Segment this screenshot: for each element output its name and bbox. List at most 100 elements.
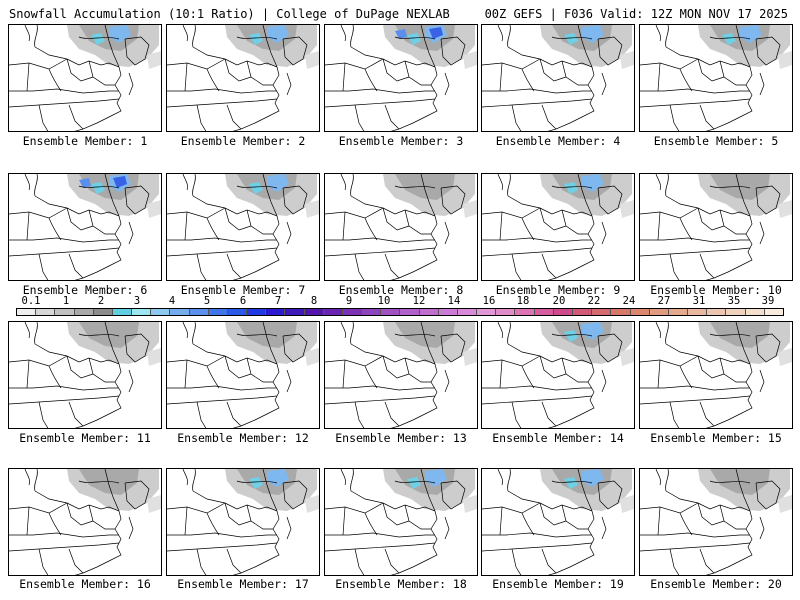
- state-boundary-map-icon: [167, 469, 319, 575]
- ensemble-member-label: Ensemble Member: 11: [19, 431, 151, 445]
- colorbar-tick-label: 18: [516, 295, 530, 307]
- state-boundary-map-icon: [482, 25, 634, 131]
- state-boundary-map-icon: [325, 174, 477, 280]
- ensemble-panel-1: [8, 24, 162, 132]
- ensemble-member-label: Ensemble Member: 5: [653, 134, 779, 148]
- ensemble-panel-15: [639, 321, 793, 429]
- state-boundary-map-icon: [9, 174, 161, 280]
- colorbar-segment: [381, 309, 401, 315]
- colorbar-tick-label: 9: [345, 295, 353, 307]
- colorbar-segment: [74, 309, 94, 315]
- colorbar-segment: [764, 309, 783, 315]
- ensemble-panel-11: [8, 321, 162, 429]
- ensemble-member-label: Ensemble Member: 13: [335, 431, 467, 445]
- colorbar-segment: [457, 309, 478, 315]
- ensemble-member-label: Ensemble Member: 12: [177, 431, 309, 445]
- state-boundary-map-icon: [482, 174, 634, 280]
- colorbar-segment: [208, 309, 228, 315]
- colorbar-segment: [688, 309, 708, 315]
- colorbar-segment: [93, 309, 113, 315]
- state-boundary-map-icon: [9, 322, 161, 428]
- ensemble-member-label: Ensemble Member: 20: [650, 577, 782, 591]
- colorbar-segment: [400, 309, 420, 315]
- ensemble-panel-17: [166, 468, 320, 576]
- colorbar-segment: [247, 309, 267, 315]
- colorbar-segment: [112, 309, 133, 315]
- colorbar-tick-label: 14: [447, 295, 461, 307]
- colorbar-segment: [438, 309, 458, 315]
- colorbar-segment: [151, 309, 171, 315]
- ensemble-member-label: Ensemble Member: 4: [495, 134, 621, 148]
- colorbar-segment: [630, 309, 650, 315]
- ensemble-panel-14: [481, 321, 635, 429]
- chart-title: Snowfall Accumulation (10:1 Ratio) | Col…: [9, 7, 450, 21]
- colorbar-segment: [170, 309, 190, 315]
- colorbar-tick-label: 31: [692, 295, 706, 307]
- colorbar-segment: [55, 309, 75, 315]
- ensemble-panel-3: [324, 24, 478, 132]
- ensemble-member-label: Ensemble Member: 19: [492, 577, 624, 591]
- ensemble-panel-10: [639, 173, 793, 281]
- colorbar-tick-label: 12: [412, 295, 426, 307]
- ensemble-member-label: Ensemble Member: 10: [650, 283, 782, 297]
- colorbar-tick-label: 1: [62, 295, 70, 307]
- ensemble-member-label: Ensemble Member: 9: [495, 283, 621, 297]
- ensemble-member-label: Ensemble Member: 17: [177, 577, 309, 591]
- ensemble-panel-19: [481, 468, 635, 576]
- colorbar-tick-label: 27: [657, 295, 671, 307]
- colorbar-tick-label: 20: [552, 295, 566, 307]
- colorbar-segment: [572, 309, 593, 315]
- state-boundary-map-icon: [167, 25, 319, 131]
- colorbar-segment: [17, 309, 37, 315]
- ensemble-panel-18: [324, 468, 478, 576]
- ensemble-member-label: Ensemble Member: 16: [19, 577, 151, 591]
- colorbar-segment: [534, 309, 554, 315]
- ensemble-panel-2: [166, 24, 320, 132]
- colorbar-segment: [304, 309, 324, 315]
- colorbar-tick-label: 7: [274, 295, 282, 307]
- ensemble-member-label: Ensemble Member: 15: [650, 431, 782, 445]
- ensemble-panel-4: [481, 24, 635, 132]
- ensemble-member-label: Ensemble Member: 8: [338, 283, 464, 297]
- state-boundary-map-icon: [325, 322, 477, 428]
- colorbar-tick-label: 6: [239, 295, 247, 307]
- ensemble-panel-6: [8, 173, 162, 281]
- state-boundary-map-icon: [9, 25, 161, 131]
- ensemble-panel-9: [481, 173, 635, 281]
- state-boundary-map-icon: [325, 469, 477, 575]
- colorbar-segment: [419, 309, 439, 315]
- ensemble-member-label: Ensemble Member: 7: [180, 283, 306, 297]
- ensemble-member-label: Ensemble Member: 18: [335, 577, 467, 591]
- colorbar-tick-label: 8: [310, 295, 318, 307]
- colorbar-segment: [189, 309, 209, 315]
- ensemble-member-label: Ensemble Member: 3: [338, 134, 464, 148]
- colorbar-segment: [285, 309, 305, 315]
- run-info: 00Z GEFS | F036 Valid: 12Z MON NOV 17 20…: [484, 7, 788, 21]
- colorbar-segment: [745, 309, 765, 315]
- colorbar-tick-label: 10: [377, 295, 391, 307]
- state-boundary-map-icon: [325, 25, 477, 131]
- colorbar-tick-label: 2: [97, 295, 105, 307]
- ensemble-panel-5: [639, 24, 793, 132]
- colorbar-tick-label: 3: [133, 295, 141, 307]
- ensemble-member-label: Ensemble Member: 14: [492, 431, 624, 445]
- ensemble-member-label: Ensemble Member: 6: [22, 283, 148, 297]
- colorbar-segment: [515, 309, 535, 315]
- state-boundary-map-icon: [482, 322, 634, 428]
- colorbar-segment: [362, 309, 382, 315]
- colorbar-tick-label: 39: [761, 295, 775, 307]
- colorbar-segment: [36, 309, 56, 315]
- colorbar-segment: [592, 309, 612, 315]
- colorbar-tick-label: 24: [622, 295, 636, 307]
- ensemble-panel-20: [639, 468, 793, 576]
- ensemble-panel-13: [324, 321, 478, 429]
- colorbar-tick-label: 0.1: [21, 295, 41, 307]
- colorbar-tick-label: 16: [482, 295, 496, 307]
- colorbar-segment: [266, 309, 286, 315]
- state-boundary-map-icon: [640, 25, 792, 131]
- colorbar-tick-label: 4: [168, 295, 176, 307]
- colorbar-segment: [668, 309, 689, 315]
- state-boundary-map-icon: [482, 469, 634, 575]
- state-boundary-map-icon: [167, 322, 319, 428]
- ensemble-panel-8: [324, 173, 478, 281]
